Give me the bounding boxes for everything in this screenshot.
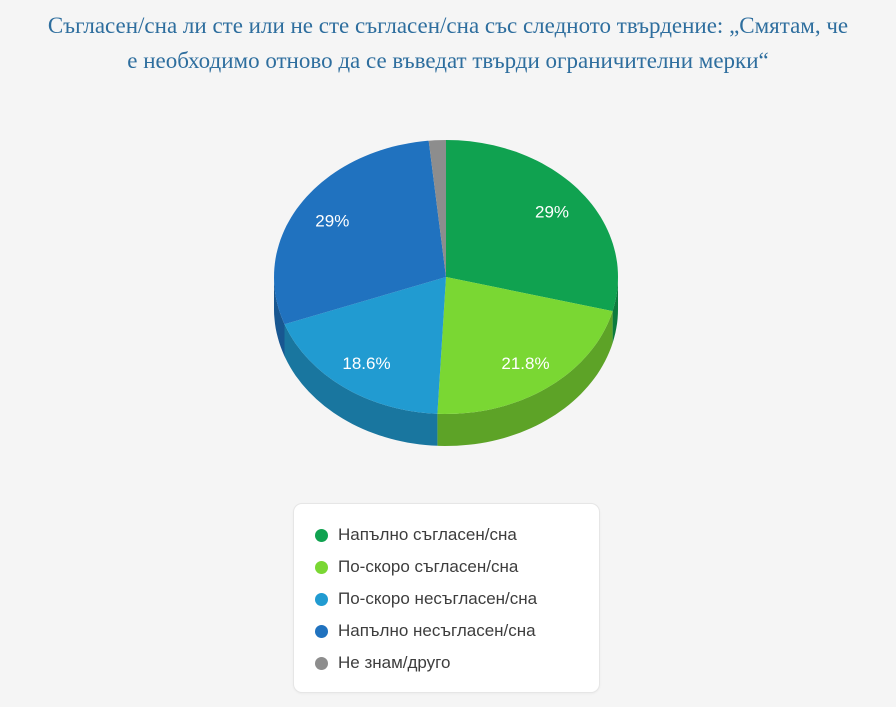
legend-item-label: Напълно несъгласен/сна [338, 621, 536, 640]
pie-slice-value-label: 18.6% [342, 354, 390, 373]
pie-chart-canvas: 29% 21.8% 18.6% 29% [274, 140, 618, 446]
pie-slice-side-3 [274, 277, 285, 357]
pie-slice-0[interactable] [446, 140, 618, 312]
pie-slice-4[interactable] [428, 140, 446, 277]
pie-slice-value-label: 29% [535, 203, 569, 222]
legend-color-dot [315, 624, 328, 638]
legend-color-dot [315, 592, 328, 606]
pie-slice-1[interactable] [437, 277, 613, 414]
pie-slice-2[interactable] [284, 277, 447, 414]
legend-item-label: Напълно съгласен/сна [338, 525, 517, 544]
pie-slice-value-label: 29% [315, 211, 349, 230]
pie-slice-side-1 [437, 311, 613, 446]
chart-title: Съгласен/сна ли сте или не сте съгласен/… [47, 13, 849, 73]
legend-item-label: По-скоро несъгласен/сна [338, 589, 538, 608]
legend-item-label: По-скоро съгласен/сна [338, 557, 519, 576]
pie-slice-side-0 [612, 277, 618, 344]
legend-item-fully-agree[interactable]: Напълно съгласен/сна [315, 519, 599, 551]
legend-item-dont-know[interactable]: Не знам/друго [315, 647, 599, 679]
legend-color-dot [315, 560, 328, 574]
pie-slice-side-2 [284, 324, 438, 446]
pie-slice-value-label: 21.8% [501, 354, 549, 373]
legend-item-rather-disagree[interactable]: По-скоро несъгласен/сна [315, 583, 599, 615]
pie-slice-3[interactable] [274, 140, 446, 325]
legend-item-fully-disagree[interactable]: Напълно несъгласен/сна [315, 615, 599, 647]
legend-item-rather-agree[interactable]: По-скоро съгласен/сна [315, 551, 599, 583]
legend-color-dot [315, 528, 328, 542]
legend-box: Напълно съгласен/сна По-скоро съгласен/с… [293, 503, 600, 693]
legend-item-label: Не знам/друго [338, 653, 451, 672]
legend-color-dot [315, 656, 328, 670]
